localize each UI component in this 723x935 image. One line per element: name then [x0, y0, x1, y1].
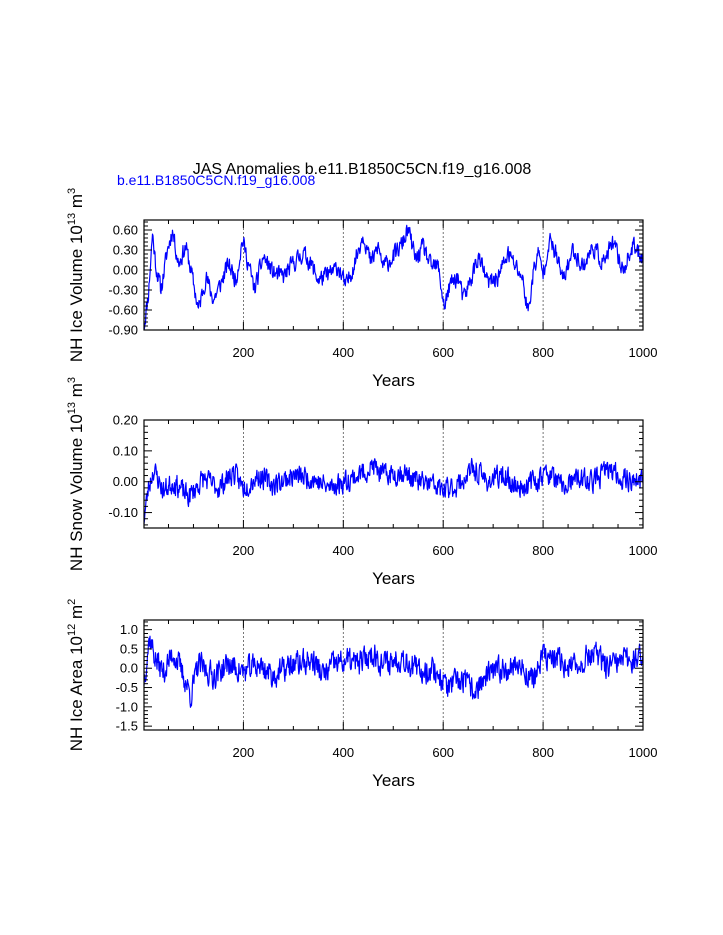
series-line-ice-area — [143, 635, 644, 708]
y-tick-label: 0.60 — [113, 223, 138, 238]
panel-ice-volume: 200 400 600 800 1000 -0.90 -0.60 -0.30 0.00 0.30 0… — [66, 188, 657, 390]
y-tick-label: -0.5 — [116, 680, 138, 695]
y-tick-label: -0.90 — [108, 323, 138, 338]
x-axis-label: Years — [372, 569, 415, 588]
x-tick-label: 800 — [532, 543, 554, 558]
y-axis-label-part: m — [67, 194, 86, 213]
y-axis-label-part: 2 — [66, 599, 78, 605]
y-tick-label: -0.60 — [108, 303, 138, 318]
x-tick-label: 400 — [332, 345, 354, 360]
y-tick-label: -0.10 — [108, 505, 138, 520]
y-axis-label-part: NH Snow Volume 10 — [67, 414, 86, 571]
y-tick-label: 0.30 — [113, 243, 138, 258]
figure-title: JAS Anomalies b.e11.B1850C5CN.f19_g16.00… — [193, 161, 532, 178]
y-axis-label: NH Ice Volume 1013 m3 — [66, 188, 86, 362]
x-axis-label: Years — [372, 371, 415, 390]
y-axis-label: NH Ice Area 1012 m2 — [66, 599, 86, 752]
y-tick-label: 0.00 — [113, 263, 138, 278]
y-axis-label-part: NH Ice Area 10 — [67, 636, 86, 751]
x-tick-label: 1000 — [629, 543, 658, 558]
x-axis-label: Years — [372, 771, 415, 790]
figure-subtitle: b.e11.B1850C5CN.f19_g16.008 — [117, 172, 315, 188]
panels: 200 400 600 800 1000 -0.90 -0.60 -0.30 0.00 0.30 0… — [66, 188, 657, 790]
x-tick-label: 1000 — [629, 345, 658, 360]
y-tick-label: 0.5 — [120, 641, 138, 656]
y-axis-label-part: 13 — [66, 213, 78, 225]
y-tick-label: -1.5 — [116, 719, 138, 734]
y-tick-label: 0.00 — [113, 474, 138, 489]
x-tick-label: 800 — [532, 345, 554, 360]
y-tick-label: 0.10 — [113, 443, 138, 458]
x-tick-label: 400 — [332, 745, 354, 760]
x-tick-label: 200 — [233, 745, 255, 760]
series-line-snow-volume — [143, 457, 644, 524]
x-tick-label: 1000 — [629, 745, 658, 760]
y-axis-label-part: 3 — [66, 377, 78, 383]
panel-ice-area: 200 400 600 800 1000 -1.5 -1.0 -0.5 0.0 0.5 1.0 Yea… — [66, 599, 657, 790]
y-axis-label-part: 3 — [66, 188, 78, 194]
x-tick-label: 400 — [332, 543, 354, 558]
y-axis-label-part: 12 — [66, 624, 78, 636]
y-tick-label: 0.0 — [120, 661, 138, 676]
panel-snow-volume: 200 400 600 800 1000 -0.10 0.00 0.10 0.20 Years NH… — [66, 377, 657, 588]
y-tick-label: -1.0 — [116, 699, 138, 714]
x-tick-label: 200 — [233, 345, 255, 360]
x-tick-label: 600 — [432, 745, 454, 760]
x-tick-label: 800 — [532, 745, 554, 760]
y-tick-label: 0.20 — [113, 413, 138, 428]
x-tick-label: 600 — [432, 543, 454, 558]
x-tick-label: 200 — [233, 543, 255, 558]
y-tick-label: -0.30 — [108, 283, 138, 298]
series-line-ice-volume — [143, 224, 644, 331]
y-axis-label-part: NH Ice Volume 10 — [67, 225, 86, 362]
y-tick-label: 1.0 — [120, 622, 138, 637]
x-tick-label: 600 — [432, 345, 454, 360]
y-axis-label: NH Snow Volume 1013 m3 — [66, 377, 86, 571]
y-axis-label-part: m — [67, 605, 86, 624]
y-axis-label-part: m — [67, 383, 86, 402]
y-axis-label-part: 13 — [66, 402, 78, 414]
